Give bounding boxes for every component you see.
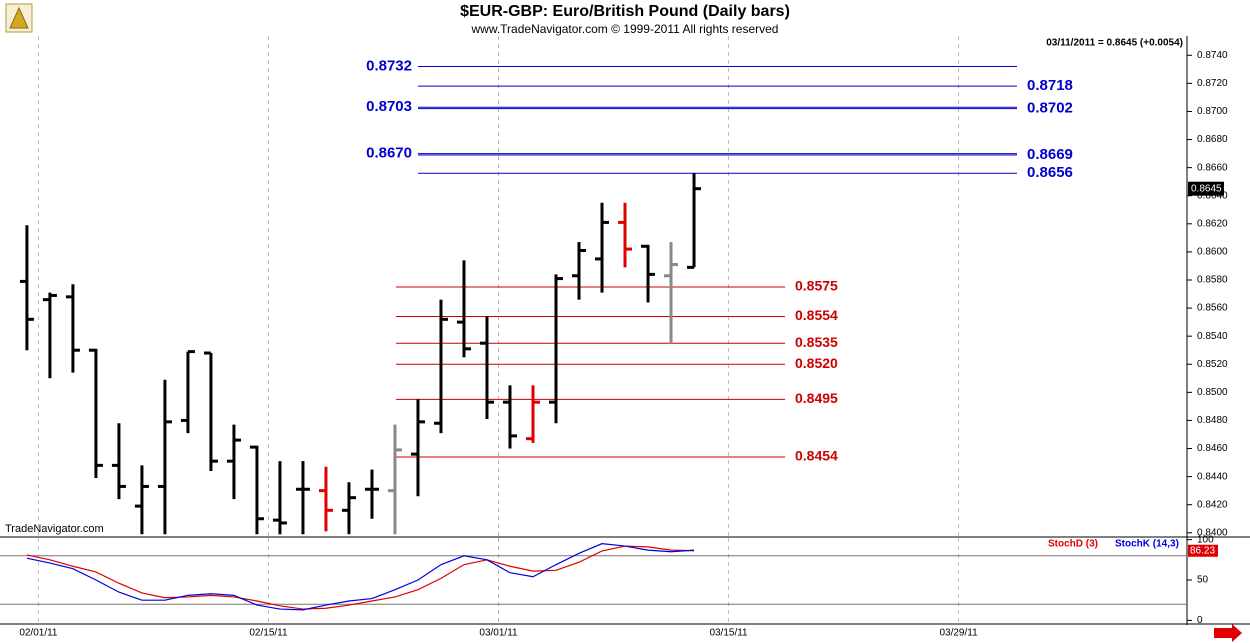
y-tick-label: 0.8640 (1197, 190, 1228, 201)
chart-subtitle: www.TradeNavigator.com © 1999-2011 All r… (471, 22, 779, 36)
x-tick-label: 03/29/11 (939, 628, 978, 639)
legend-entry: StochK (14,3) (1115, 539, 1179, 550)
x-tick-label: 03/15/11 (709, 628, 748, 639)
y-tick-label: 0.8620 (1197, 218, 1228, 229)
level-label: 0.8670 (366, 145, 412, 162)
y-tick-label: 100 (1197, 534, 1214, 545)
level-label: 0.8703 (366, 98, 412, 115)
logo (5, 3, 33, 33)
level-label: 0.8554 (795, 307, 838, 323)
chart-title: $EUR-GBP: Euro/British Pound (Daily bars… (460, 3, 790, 20)
y-tick-label: 0 (1197, 615, 1203, 626)
level-label: 0.8732 (366, 57, 412, 74)
x-tick-label: 02/01/11 (19, 628, 58, 639)
y-tick-label: 0.8680 (1197, 134, 1228, 145)
y-tick-label: 0.8560 (1197, 303, 1228, 314)
level-label: 0.8669 (1027, 146, 1073, 163)
y-tick-label: 0.8580 (1197, 275, 1228, 286)
level-label: 0.8575 (795, 278, 838, 294)
last-value-label: 86.23 (1190, 545, 1215, 556)
scroll-arrow[interactable] (1214, 624, 1242, 642)
y-tick-label: 0.8420 (1197, 499, 1228, 510)
level-label: 0.8702 (1027, 100, 1073, 117)
y-tick-label: 0.8480 (1197, 415, 1228, 426)
y-tick-label: 0.8460 (1197, 443, 1228, 454)
y-tick-label: 0.8540 (1197, 331, 1228, 342)
x-tick-label: 02/15/11 (249, 628, 288, 639)
y-tick-label: 0.8600 (1197, 247, 1228, 258)
legend-entry: StochD (3) (1048, 539, 1098, 550)
y-tick-label: 0.8740 (1197, 50, 1228, 61)
last-value-box (1188, 544, 1218, 557)
level-label: 0.8454 (795, 448, 838, 464)
stoch-line (26, 543, 695, 611)
price-info: 03/11/2011 = 0.8645 (+0.0054) (1046, 38, 1183, 49)
x-tick-label: 03/01/11 (479, 628, 518, 639)
level-label: 0.8520 (795, 355, 838, 371)
y-tick-label: 0.8720 (1197, 78, 1228, 89)
stoch-line (26, 545, 695, 610)
y-tick-label: 0.8500 (1197, 387, 1228, 398)
y-tick-label: 0.8520 (1197, 359, 1228, 370)
level-label: 0.8656 (1027, 164, 1073, 181)
y-tick-label: 0.8440 (1197, 471, 1228, 482)
level-label: 0.8535 (795, 334, 838, 350)
level-label: 0.8495 (795, 390, 838, 406)
last-price-box (1188, 181, 1224, 196)
level-label: 0.8718 (1027, 77, 1073, 94)
watermark: TradeNavigator.com (5, 523, 104, 535)
y-tick-label: 0.8700 (1197, 106, 1228, 117)
y-tick-label: 0.8660 (1197, 162, 1228, 173)
y-tick-label: 50 (1197, 575, 1209, 586)
last-price-label: 0.8645 (1191, 183, 1222, 194)
y-tick-label: 0.8400 (1197, 527, 1228, 538)
